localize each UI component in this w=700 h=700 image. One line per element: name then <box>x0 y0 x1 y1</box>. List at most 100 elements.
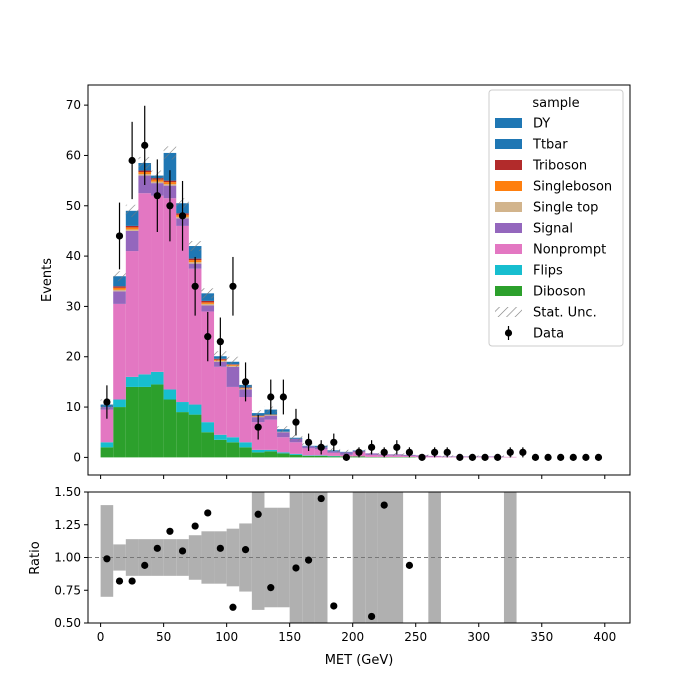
stat-unc-bin <box>113 271 126 282</box>
data-point <box>267 393 275 401</box>
stack-bar-diboson <box>188 414 202 458</box>
y-tick-label: 60 <box>66 148 81 162</box>
stack-bar-flips <box>314 455 328 456</box>
stack-bar-nonprompt <box>289 442 303 454</box>
ratio-x-tick-label: 150 <box>278 630 301 644</box>
stack-bar-nonprompt <box>138 193 152 375</box>
stack-bar-triboson <box>125 225 139 228</box>
stack-bar-flips <box>239 442 252 448</box>
stack-bar-singleboson <box>113 287 126 290</box>
stack-bar-nonprompt <box>113 303 126 400</box>
data-point <box>103 398 111 406</box>
data-point <box>368 443 376 451</box>
y-tick-label: 70 <box>66 98 81 112</box>
data-point <box>418 453 426 461</box>
stack-bar-flips <box>251 449 265 453</box>
ratio-y-tick-label: 1.00 <box>54 551 81 565</box>
data-point <box>153 192 161 200</box>
stat-unc-bin <box>163 146 177 160</box>
ratio-x-tick-label: 400 <box>593 630 616 644</box>
ratio-x-tick-label: 350 <box>530 630 553 644</box>
stat-unc-bin <box>289 434 303 441</box>
data-point <box>519 448 527 456</box>
ratio-point <box>241 546 250 554</box>
ratio-point <box>141 561 149 569</box>
stack-bar-triboson <box>113 286 126 288</box>
data-point <box>544 453 552 461</box>
stack-bar-nonprompt <box>151 195 164 372</box>
ratio-band-bin <box>214 531 227 584</box>
legend-label: Stat. Unc. <box>533 306 597 321</box>
stack-bar-nonprompt <box>365 454 378 457</box>
stack-bar-ttbar <box>163 152 177 181</box>
stat-unc-bin <box>201 288 215 299</box>
stat-unc-bin <box>125 204 139 217</box>
data-point <box>191 282 199 290</box>
stack-bar-nonprompt <box>214 366 227 435</box>
ratio-point <box>166 527 174 535</box>
ratio-x-tick-label: 50 <box>156 630 171 644</box>
ratio-y-tick-label: 0.75 <box>54 583 81 597</box>
data-point <box>128 156 136 165</box>
legend-entries: DY Ttbar Triboson Singleboson Single top Sign… <box>495 117 612 342</box>
legend-swatch <box>495 223 522 233</box>
legend-frame <box>488 89 624 347</box>
data-point <box>468 453 477 461</box>
data-point <box>494 453 502 461</box>
data-point <box>115 232 124 240</box>
data-point <box>557 453 565 461</box>
legend: sample DY Ttbar Triboson Singleboson Single … <box>488 89 624 347</box>
ratio-y-axis-label: Ratio <box>28 541 43 574</box>
ratio-point <box>216 544 224 552</box>
stack-bar-diboson <box>138 386 152 458</box>
data-point <box>506 448 514 456</box>
ratio-band-bin <box>352 492 366 623</box>
data-point <box>216 338 224 346</box>
data-points <box>103 105 603 461</box>
stack-bar-diboson <box>277 453 290 458</box>
data-point <box>582 453 590 461</box>
ratio-x-tick-label: 100 <box>215 630 238 644</box>
ratio-point <box>380 501 388 509</box>
ratio-y-tick-label: 1.25 <box>54 518 81 532</box>
data-point <box>594 453 603 461</box>
data-point <box>405 448 414 456</box>
stack-bar-flips <box>289 453 303 455</box>
stack-bar-flips <box>100 442 114 448</box>
stack-bar-nonprompt <box>302 448 315 456</box>
stack-bar-nonprompt <box>125 251 139 377</box>
stack-bar-signal <box>277 432 290 438</box>
ratio-y-tick-label: 1.50 <box>54 485 81 499</box>
x-axis-label: MET (GeV) <box>325 653 394 668</box>
data-point <box>304 438 313 446</box>
ratio-x-tick-label: 300 <box>467 630 490 644</box>
stacked-histogram <box>100 152 517 458</box>
stack-bar-flips <box>163 389 177 400</box>
legend-data-marker <box>504 329 513 337</box>
legend-swatch <box>495 244 522 254</box>
ratio-point <box>317 494 325 503</box>
stack-bar-flips <box>214 434 227 440</box>
stack-bar-nonprompt <box>163 198 177 390</box>
ratio-band-bin <box>251 492 265 610</box>
stack-bar-single-top <box>113 289 126 292</box>
legend-title: sample <box>532 96 579 111</box>
stack-bar-singleboson <box>264 414 278 416</box>
ratio-y-tick-label: 0.50 <box>54 616 81 630</box>
stack-bar-flips <box>188 404 202 415</box>
stack-bar-single-top <box>125 229 139 231</box>
main-x-axis <box>100 475 606 479</box>
stack-bar-diboson <box>100 447 114 458</box>
legend-swatch <box>495 181 522 191</box>
ratio-y-axis: 0.50 0.75 1.00 1.25 1.50 <box>54 485 88 630</box>
ratio-point <box>178 547 187 555</box>
legend-swatch <box>495 118 522 128</box>
stack-bar-triboson <box>201 300 215 303</box>
legend-label: Flips <box>533 264 563 279</box>
data-point <box>178 212 187 220</box>
ratio-point <box>254 510 262 518</box>
data-point <box>330 438 338 446</box>
ratio-x-axis: 0 50 100 150 200 250 300 350 400 <box>97 623 616 644</box>
ratio-band-bin <box>100 505 114 597</box>
data-point <box>393 443 401 451</box>
